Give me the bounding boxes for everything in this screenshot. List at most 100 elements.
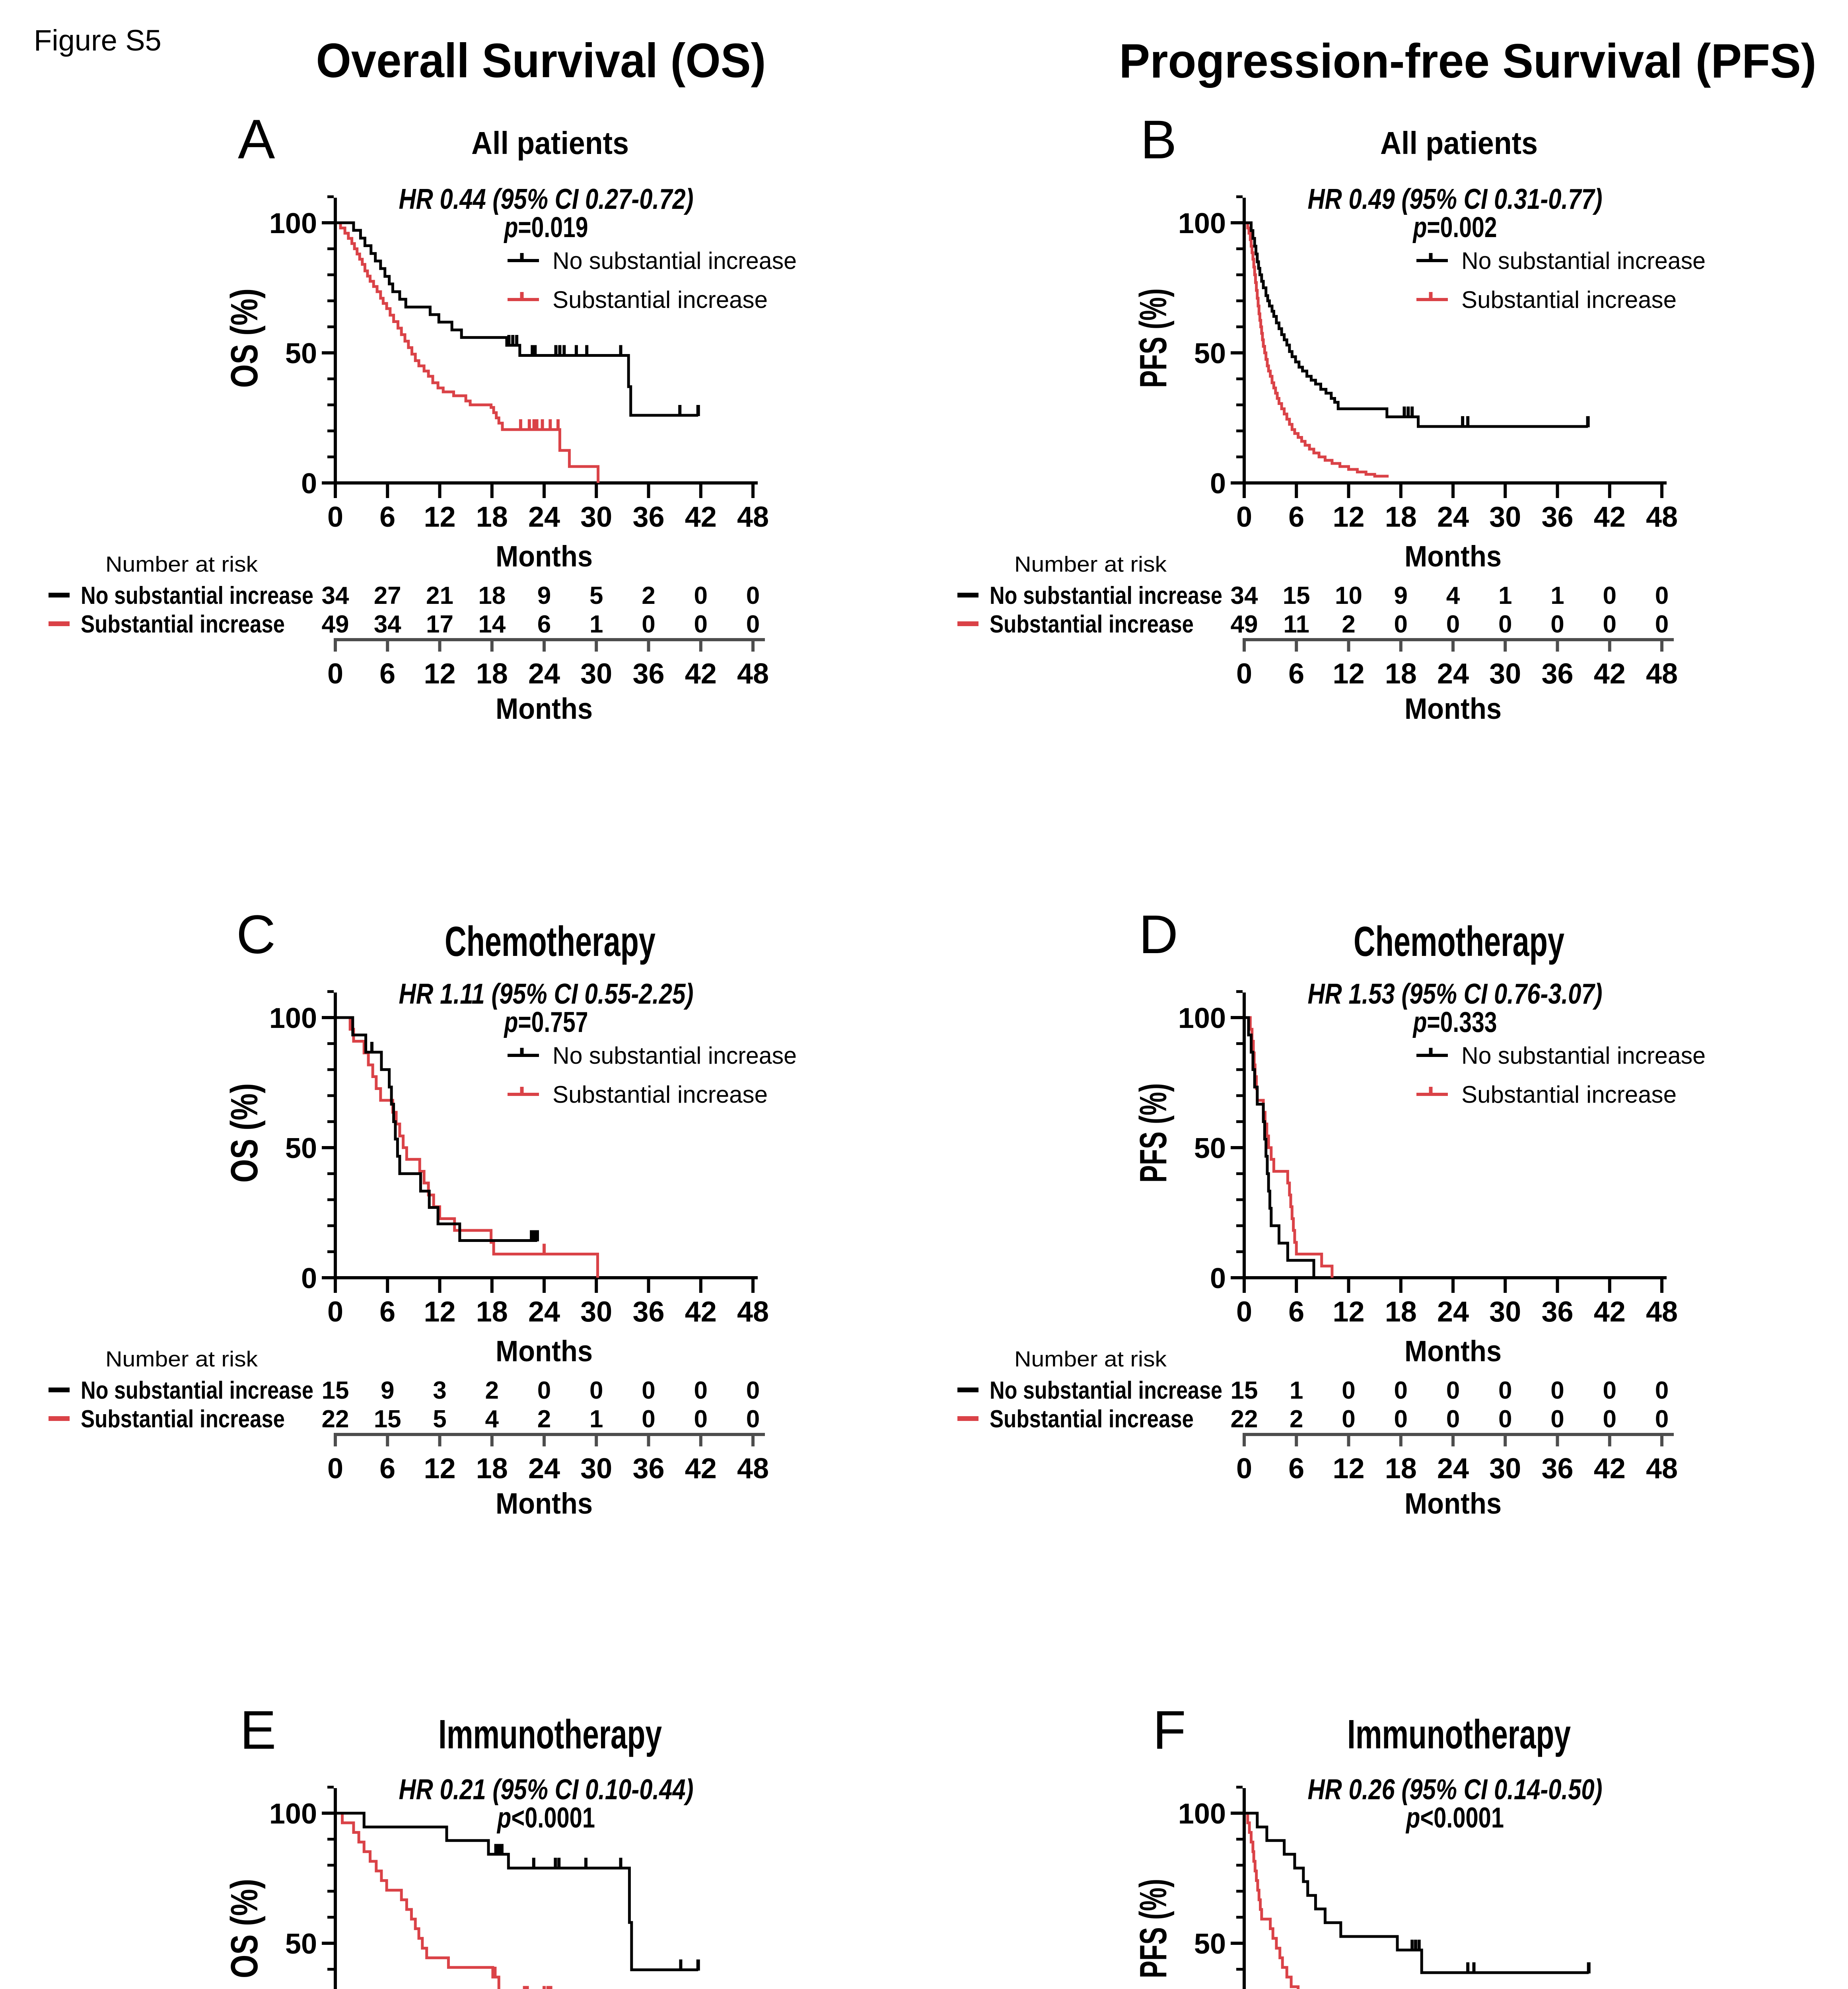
- svg-text:0: 0: [1236, 658, 1252, 690]
- svg-text:0: 0: [694, 611, 708, 638]
- svg-text:30: 30: [580, 1296, 612, 1328]
- svg-text:4: 4: [485, 1405, 499, 1433]
- svg-text:Number at risk: Number at risk: [105, 552, 258, 576]
- svg-text:36: 36: [1541, 1296, 1573, 1328]
- svg-text:18: 18: [1385, 658, 1417, 690]
- svg-text:36: 36: [632, 1296, 664, 1328]
- svg-text:12: 12: [424, 1296, 455, 1328]
- svg-text:1: 1: [1498, 582, 1512, 609]
- svg-text:0: 0: [1655, 1377, 1669, 1404]
- svg-text:F: F: [1153, 1700, 1186, 1761]
- svg-text:0: 0: [1210, 1263, 1226, 1294]
- svg-text:42: 42: [685, 1296, 717, 1328]
- svg-text:1: 1: [1290, 1377, 1303, 1404]
- svg-text:18: 18: [476, 1296, 508, 1328]
- svg-text:0: 0: [1603, 582, 1617, 609]
- svg-text:Substantial increase: Substantial increase: [990, 611, 1194, 638]
- svg-text:2: 2: [1290, 1405, 1303, 1433]
- svg-text:0: 0: [746, 1405, 760, 1433]
- svg-text:Figure S5: Figure S5: [34, 24, 161, 57]
- svg-text:0: 0: [1498, 1405, 1512, 1433]
- svg-text:2: 2: [485, 1377, 499, 1404]
- svg-text:36: 36: [632, 658, 664, 690]
- svg-text:48: 48: [1646, 658, 1678, 690]
- svg-text:0: 0: [589, 1377, 603, 1404]
- svg-text:18: 18: [476, 501, 508, 533]
- svg-text:Immunotherapy: Immunotherapy: [1347, 1711, 1571, 1757]
- svg-text:9: 9: [381, 1377, 394, 1404]
- svg-text:30: 30: [580, 658, 612, 690]
- svg-text:0: 0: [1342, 1377, 1355, 1404]
- svg-text:30: 30: [1489, 1453, 1521, 1485]
- svg-text:0: 0: [1342, 1405, 1355, 1433]
- svg-text:18: 18: [476, 658, 508, 690]
- svg-text:15: 15: [1283, 582, 1310, 609]
- svg-text:18: 18: [1385, 501, 1417, 533]
- svg-text:36: 36: [1541, 1453, 1573, 1485]
- svg-text:50: 50: [1194, 1133, 1226, 1164]
- svg-text:48: 48: [737, 501, 769, 533]
- svg-text:p<0.0001: p<0.0001: [496, 1802, 595, 1834]
- svg-text:0: 0: [1550, 1377, 1564, 1404]
- svg-text:49: 49: [322, 611, 349, 638]
- svg-text:24: 24: [1437, 1453, 1469, 1485]
- svg-text:42: 42: [1594, 658, 1626, 690]
- svg-text:PFS (%): PFS (%): [1132, 1879, 1175, 1978]
- svg-text:12: 12: [1333, 658, 1364, 690]
- svg-text:0: 0: [1394, 1377, 1408, 1404]
- svg-text:PFS (%): PFS (%): [1132, 288, 1175, 388]
- svg-text:Months: Months: [1404, 540, 1502, 573]
- svg-text:50: 50: [285, 1928, 317, 1960]
- svg-text:OS (%): OS (%): [223, 1879, 266, 1978]
- svg-text:48: 48: [1646, 1453, 1678, 1485]
- svg-text:0: 0: [327, 1296, 343, 1328]
- svg-text:30: 30: [580, 501, 612, 533]
- svg-text:42: 42: [1594, 1296, 1626, 1328]
- svg-text:15: 15: [322, 1377, 349, 1404]
- svg-text:Months: Months: [496, 1487, 593, 1520]
- svg-text:5: 5: [589, 582, 603, 609]
- svg-text:6: 6: [1288, 658, 1304, 690]
- svg-text:Substantial increase: Substantial increase: [552, 286, 768, 313]
- svg-text:1: 1: [1550, 582, 1564, 609]
- svg-text:1: 1: [589, 1405, 603, 1433]
- svg-text:24: 24: [1437, 1296, 1469, 1328]
- svg-text:OS (%): OS (%): [223, 288, 266, 388]
- svg-text:p=0.333: p=0.333: [1412, 1006, 1497, 1038]
- svg-text:Months: Months: [1404, 1335, 1502, 1368]
- svg-text:14: 14: [478, 611, 506, 638]
- svg-text:p<0.0001: p<0.0001: [1405, 1802, 1504, 1834]
- svg-text:D: D: [1139, 904, 1178, 965]
- svg-text:48: 48: [1646, 501, 1678, 533]
- svg-text:2: 2: [537, 1405, 551, 1433]
- svg-text:6: 6: [379, 501, 395, 533]
- svg-text:Months: Months: [496, 540, 593, 573]
- svg-text:6: 6: [379, 1296, 395, 1328]
- svg-text:0: 0: [1655, 611, 1669, 638]
- svg-text:No substantial increase: No substantial increase: [552, 247, 797, 274]
- svg-text:Substantial increase: Substantial increase: [81, 1405, 285, 1433]
- svg-text:p=0.757: p=0.757: [504, 1006, 588, 1038]
- svg-text:No substantial increase: No substantial increase: [552, 1042, 797, 1069]
- svg-text:Number at risk: Number at risk: [1014, 552, 1167, 576]
- svg-text:34: 34: [374, 611, 401, 638]
- svg-text:No substantial increase: No substantial increase: [1461, 1042, 1706, 1069]
- svg-text:HR 0.49 (95% CI 0.31-0.77): HR 0.49 (95% CI 0.31-0.77): [1308, 183, 1603, 215]
- svg-text:HR 0.26 (95% CI 0.14-0.50): HR 0.26 (95% CI 0.14-0.50): [1308, 1774, 1603, 1806]
- svg-text:0: 0: [694, 1405, 708, 1433]
- svg-text:18: 18: [1385, 1453, 1417, 1485]
- svg-text:11: 11: [1283, 611, 1309, 638]
- svg-text:Substantial increase: Substantial increase: [990, 1405, 1194, 1433]
- svg-text:18: 18: [1385, 1296, 1417, 1328]
- svg-text:17: 17: [426, 611, 453, 638]
- svg-text:0: 0: [1603, 1405, 1617, 1433]
- svg-text:0: 0: [1498, 611, 1512, 638]
- svg-text:48: 48: [737, 1296, 769, 1328]
- svg-text:Substantial increase: Substantial increase: [552, 1081, 768, 1108]
- svg-text:0: 0: [537, 1377, 551, 1404]
- svg-text:50: 50: [1194, 1928, 1226, 1960]
- svg-text:0: 0: [746, 582, 760, 609]
- svg-text:E: E: [240, 1700, 276, 1761]
- svg-text:4: 4: [1446, 582, 1460, 609]
- svg-text:All patients: All patients: [471, 125, 629, 161]
